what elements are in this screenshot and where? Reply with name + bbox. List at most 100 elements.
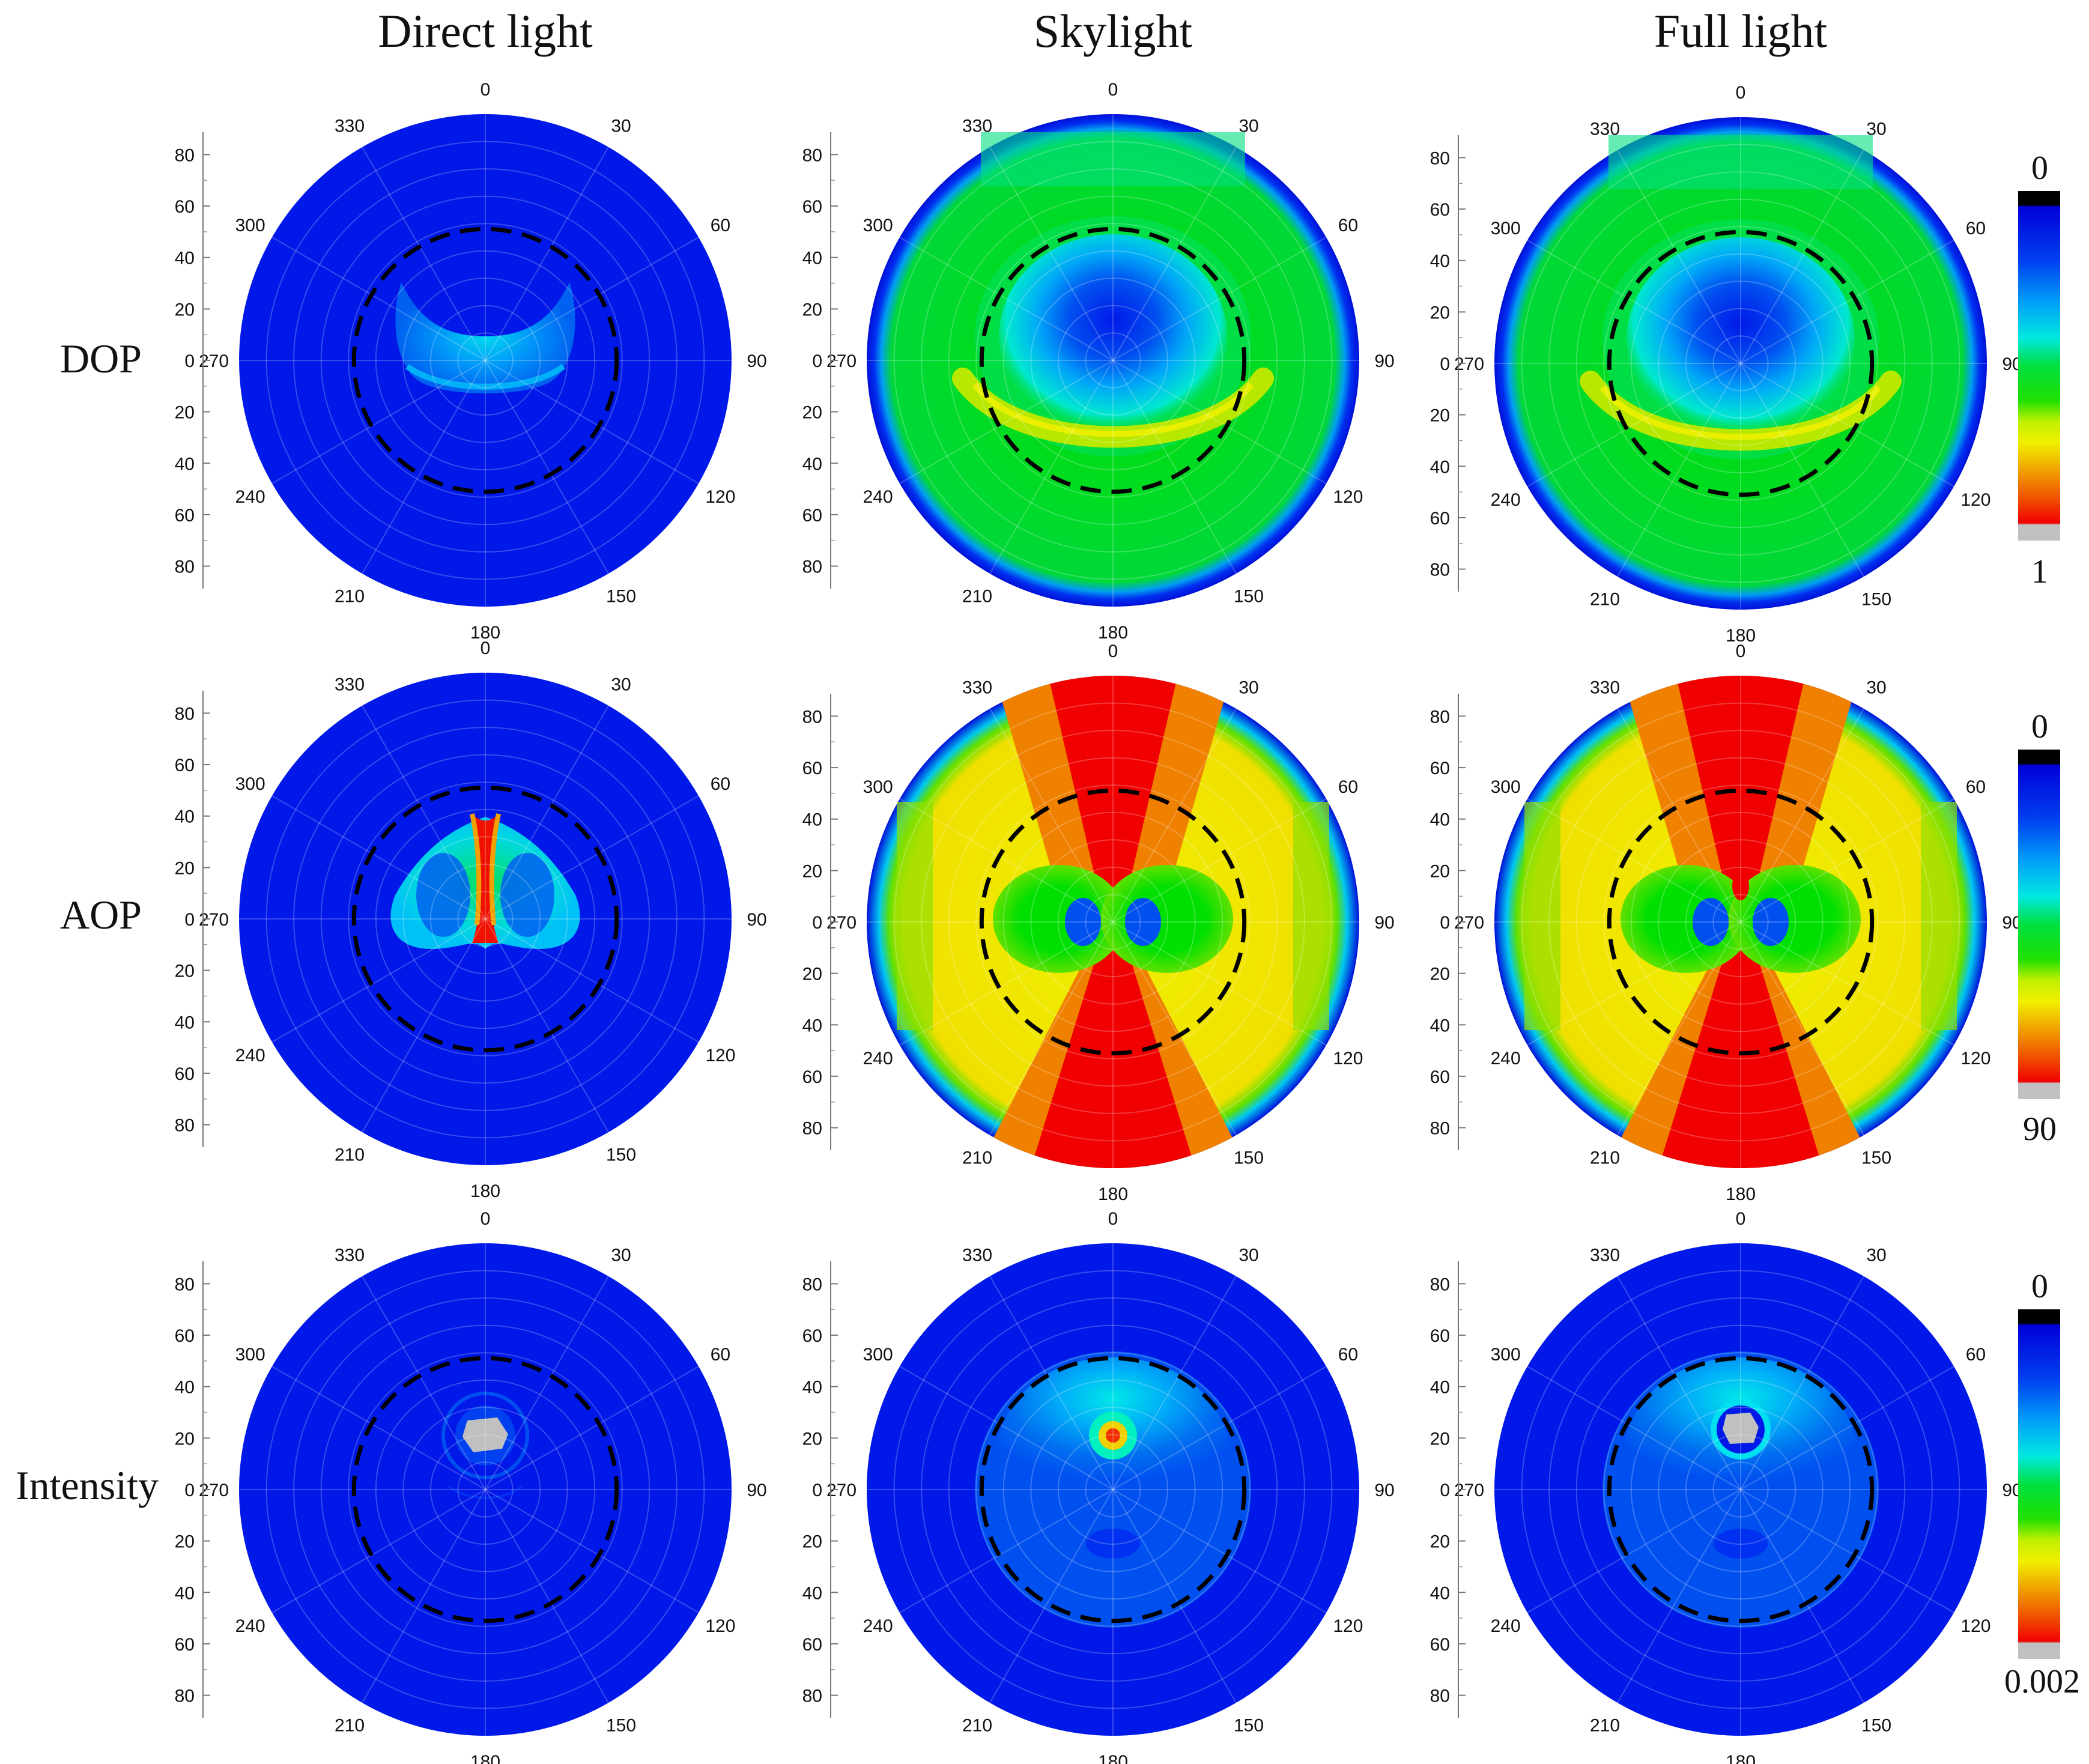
grid-ring [348, 1352, 623, 1627]
azimuth-tick-label: 240 [863, 1616, 893, 1636]
grid-ring [921, 730, 1305, 1114]
panel-aop-skylight: 0306090120150180210240270300330806040200… [802, 641, 1395, 1204]
zenith-tick-label: 20 [802, 1532, 822, 1552]
azimuth-tick-label: 180 [470, 1181, 500, 1201]
zenith-tick-label: 0 [812, 913, 822, 933]
grid-ring [1575, 1324, 1906, 1655]
zenith-tick-label: 20 [1430, 965, 1450, 984]
grid-spoke [1740, 1276, 1864, 1490]
grid-spoke [1112, 1489, 1237, 1703]
intensity-direct-low-arc [448, 1485, 523, 1499]
colorbars: 0 1 0 90 0 0.002 [2004, 150, 2080, 1700]
zenith-tick-label: 60 [175, 197, 195, 217]
azimuth-tick-label: 150 [1234, 1715, 1264, 1735]
grid-ring [320, 754, 650, 1084]
azimuth-labels: 0 30 60 90 120 150 180 210 240 270 300 330 [826, 1209, 1395, 1764]
azimuth-tick-label: 180 [1726, 1752, 1756, 1764]
azimuth-tick-label: 180 [1098, 1184, 1128, 1204]
azimuth-tick-label: 60 [711, 216, 730, 235]
grid-spoke [1740, 363, 1954, 487]
polar-grid [867, 676, 1359, 1168]
azimuth-tick-label: 60 [711, 774, 730, 794]
colorbar-intensity-max-label: 0.002 [2004, 1663, 2080, 1700]
zenith-tick-label: 20 [175, 858, 195, 878]
azimuth-tick-label: 0 [1108, 80, 1118, 100]
zenith-tick-label: 40 [802, 249, 822, 268]
column-titles: Direct light Skylight Full light [378, 5, 1827, 57]
grid-spoke [1740, 363, 1864, 577]
grid-spoke [1527, 921, 1741, 1046]
colorbar-aop-max-label: 90 [2023, 1111, 2057, 1148]
aop-full-right-core [1753, 898, 1789, 946]
zenith-axis: 80 60 40 20 0 20 40 60 80 [802, 132, 838, 589]
zenith-tick-label: 60 [175, 1635, 195, 1655]
grid-ring [375, 1379, 596, 1600]
grid-ring [293, 727, 678, 1111]
zenith-tick-label: 40 [1430, 457, 1450, 477]
azimuth-tick-label: 330 [962, 117, 992, 136]
azimuth-tick-label: 0 [1736, 1209, 1746, 1229]
grid-ring [1085, 1461, 1141, 1518]
colorbar-intensity-min-label: 0 [2031, 1268, 2048, 1305]
grid-spoke [1527, 363, 1741, 487]
grid-spoke [989, 1489, 1114, 1703]
grid-ring [1630, 1379, 1851, 1600]
aop-sky-left-band [897, 802, 933, 1030]
grid-ring [1057, 305, 1169, 416]
grid-spoke [1740, 921, 1954, 1046]
zenith-tick-label: 40 [175, 454, 195, 474]
grid-ring [1603, 1352, 1878, 1627]
grid-ring [1030, 839, 1196, 1005]
dop-full-yellow-arc-core [1599, 386, 1882, 440]
grid-ring [1658, 839, 1824, 1005]
panel-intensity-full: 0306090120150180210240270300330806040200… [1430, 1209, 2022, 1764]
zenith-tick-label: 40 [1430, 252, 1450, 271]
dashed-boundary-circle [351, 1356, 619, 1623]
zenith-tick-label: 0 [184, 1481, 195, 1500]
azimuth-tick-label: 240 [863, 1049, 893, 1068]
azimuth-tick-label: 210 [335, 1715, 365, 1735]
azimuth-tick-label: 210 [962, 1148, 992, 1168]
colorbar-aop-min-label: 0 [2031, 708, 2048, 745]
polar-grid [867, 114, 1359, 607]
zenith-tick-label: 0 [1440, 354, 1450, 374]
azimuth-tick-label: 30 [1866, 120, 1886, 139]
grid-spoke [1740, 921, 1864, 1136]
panel-dop-skylight: 0306090120150180210240270300330806040200… [802, 80, 1395, 643]
zenith-tick-label: 0 [812, 1481, 822, 1500]
grid-spoke [1527, 798, 1741, 923]
azimuth-tick-label: 30 [1866, 678, 1886, 698]
grid-ring [1575, 757, 1906, 1087]
grid-ring [1521, 702, 1960, 1142]
aop-full-right-band [1921, 802, 1957, 1030]
zenith-tick-label: 40 [1430, 1016, 1450, 1035]
aop-sky-right-lobe [1101, 865, 1233, 973]
zenith-tick-label: 20 [802, 300, 822, 320]
grid-ring [402, 277, 568, 443]
polar-grid [867, 1243, 1359, 1736]
grid-ring [375, 808, 596, 1029]
grid-spoke [271, 360, 486, 484]
grid-ring [975, 223, 1251, 498]
colorbar-dop: 0 1 [2018, 150, 2060, 590]
grid-spoke [1112, 360, 1327, 484]
zenith-axis: 80 60 40 20 0 20 40 60 80 [175, 132, 210, 589]
azimuth-tick-label: 330 [1590, 1246, 1620, 1265]
colorbar-intensity-scale [2018, 1309, 2060, 1659]
zenith-tick-label: 20 [1430, 861, 1450, 881]
aop-full-center-red [1732, 871, 1749, 900]
azimuth-tick-label: 240 [1491, 490, 1521, 510]
grid-ring [1030, 1407, 1196, 1572]
grid-spoke [485, 705, 609, 920]
grid-ring [348, 223, 623, 498]
azimuth-tick-label: 240 [1491, 1049, 1521, 1068]
grid-ring [265, 1270, 705, 1709]
azimuth-tick-label: 60 [1338, 1345, 1358, 1365]
column-title-skylight: Skylight [1034, 5, 1193, 57]
panel-dop-full: 0306090120150180210240270300330806040200… [1430, 83, 2022, 646]
azimuth-tick-label: 0 [1736, 641, 1746, 661]
grid-ring [429, 305, 541, 416]
azimuth-tick-label: 120 [1333, 1049, 1363, 1068]
grid-ring [1575, 198, 1906, 529]
grid-ring [1685, 1434, 1796, 1545]
